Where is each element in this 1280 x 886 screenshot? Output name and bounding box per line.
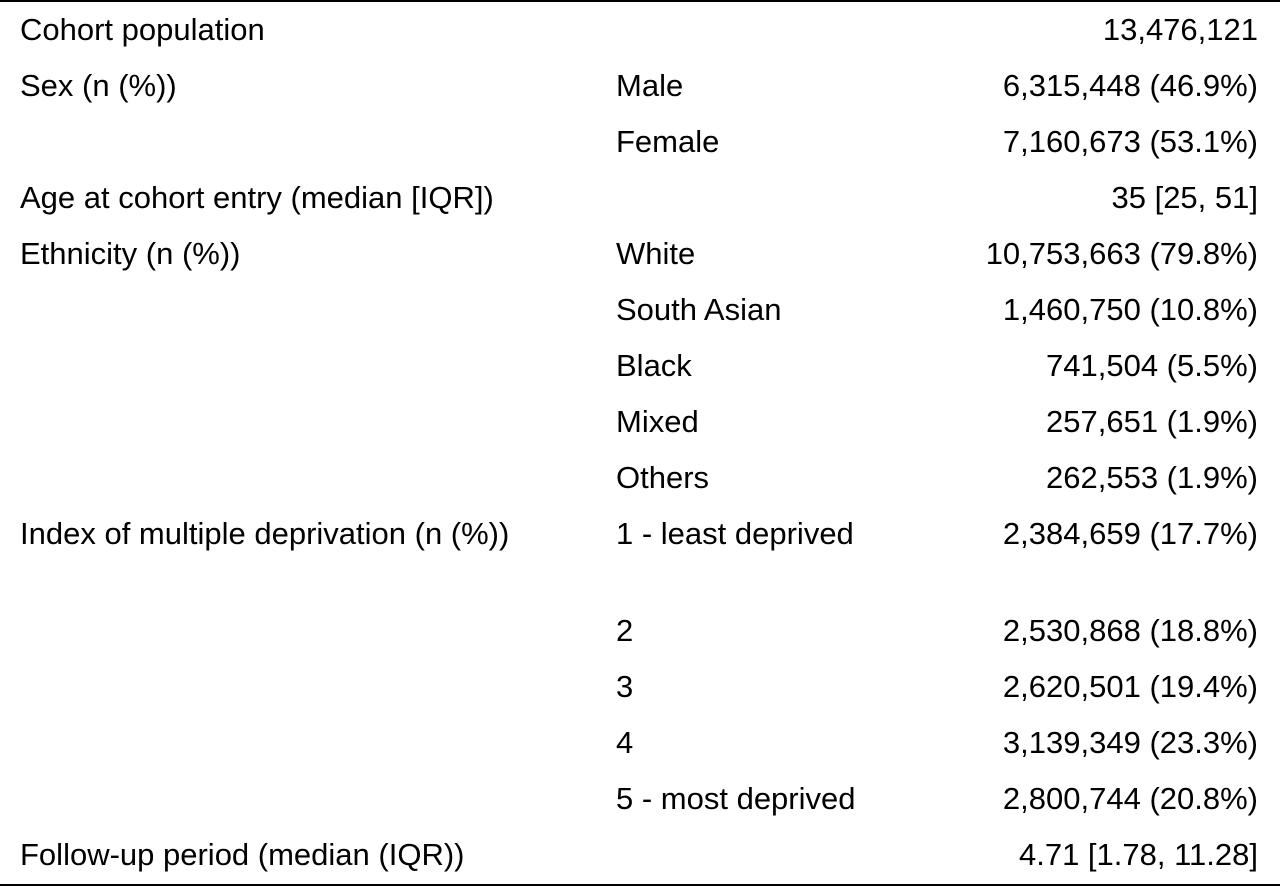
row-label	[20, 715, 580, 718]
row-value: 2,620,501 (19.4%)	[1002, 669, 1258, 704]
row-value: 7,160,673 (53.1%)	[1002, 124, 1258, 159]
row-label	[20, 603, 580, 606]
row-label: Follow-up period (median (IQR))	[20, 837, 465, 872]
row-value: 2,800,744 (20.8%)	[1002, 781, 1258, 816]
table-row: Sex (n (%)) Male 6,315,448 (46.9%)	[0, 58, 1280, 114]
table-row: Age at cohort entry (median [IQR]) 35 [2…	[0, 170, 1280, 226]
row-category: Black	[616, 348, 692, 383]
row-value: 3,139,349 (23.3%)	[1002, 725, 1258, 760]
table-row: Mixed 257,651 (1.9%)	[0, 394, 1280, 450]
row-value: 262,553 (1.9%)	[1046, 460, 1258, 495]
table-row: South Asian 1,460,750 (10.8%)	[0, 282, 1280, 338]
row-value: 2,530,868 (18.8%)	[1002, 613, 1258, 648]
row-value: 6,315,448 (46.9%)	[1002, 68, 1258, 103]
row-value: 4.71 [1.78, 11.28]	[1018, 837, 1258, 872]
table-row: 3 2,620,501 (19.4%)	[0, 659, 1280, 715]
row-category: 1 - least deprived	[616, 516, 854, 551]
row-label: Age at cohort entry (median [IQR])	[20, 180, 494, 215]
row-label	[20, 282, 580, 285]
row-category: Male	[616, 68, 684, 103]
row-category: Mixed	[616, 404, 699, 439]
row-category: Female	[616, 124, 720, 159]
row-label	[20, 771, 580, 774]
row-value: 2,384,659 (17.7%)	[1002, 516, 1258, 551]
table-row: Black 741,504 (5.5%)	[0, 338, 1280, 394]
row-label	[20, 450, 580, 453]
table-row: Cohort population 13,476,121	[0, 2, 1280, 58]
row-value: 257,651 (1.9%)	[1046, 404, 1258, 439]
row-label: Index of multiple deprivation (n (%))	[20, 516, 510, 551]
row-category: South Asian	[616, 292, 782, 327]
row-category: White	[616, 236, 696, 271]
table-row: Others 262,553 (1.9%)	[0, 450, 1280, 506]
row-value: 13,476,121	[1102, 12, 1258, 47]
row-category: Others	[616, 460, 710, 495]
row-value: 741,504 (5.5%)	[1046, 348, 1258, 383]
table-row: 4 3,139,349 (23.3%)	[0, 715, 1280, 771]
row-category: 2	[616, 613, 634, 648]
row-value: 1,460,750 (10.8%)	[1002, 292, 1258, 327]
table-row: Ethnicity (n (%)) White 10,753,663 (79.8…	[0, 226, 1280, 282]
row-value: 10,753,663 (79.8%)	[985, 236, 1258, 271]
row-label	[20, 394, 580, 397]
table-row: Index of multiple deprivation (n (%)) 1 …	[0, 506, 1280, 618]
table-row: Female 7,160,673 (53.1%)	[0, 114, 1280, 170]
row-label: Cohort population	[20, 12, 265, 47]
row-category: 3	[616, 669, 634, 704]
row-label: Ethnicity (n (%))	[20, 236, 241, 271]
row-category: 5 - most deprived	[616, 781, 856, 816]
table-row: 2 2,530,868 (18.8%)	[0, 603, 1280, 659]
row-label	[20, 114, 580, 117]
row-label	[20, 338, 580, 341]
table-row: 5 - most deprived 2,800,744 (20.8%)	[0, 771, 1280, 827]
row-category: 4	[616, 725, 634, 760]
row-label	[20, 659, 580, 662]
row-label: Sex (n (%))	[20, 68, 177, 103]
row-value: 35 [25, 51]	[1111, 180, 1258, 215]
table-row: Follow-up period (median (IQR)) 4.71 [1.…	[0, 827, 1280, 883]
